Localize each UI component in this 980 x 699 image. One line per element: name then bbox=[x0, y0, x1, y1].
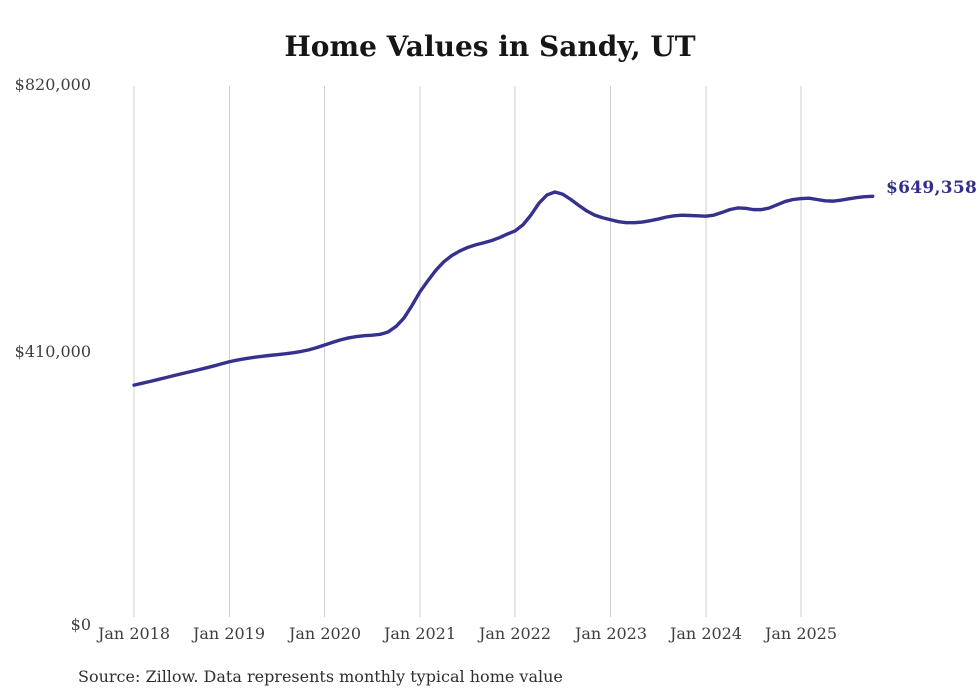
x-axis-tick-jan-2020: Jan 2020 bbox=[288, 624, 362, 643]
latest-value-label: $649,358 bbox=[886, 178, 978, 198]
x-axis-tick-jan-2022: Jan 2022 bbox=[478, 624, 552, 643]
x-axis-tick-jan-2023: Jan 2023 bbox=[574, 624, 648, 643]
x-axis-tick-jan-2019: Jan 2019 bbox=[192, 624, 266, 643]
home-value-trend-line bbox=[132, 190, 875, 387]
x-axis-tick-jan-2018: Jan 2018 bbox=[97, 624, 171, 643]
y-axis-tick-410000: $410,000 bbox=[14, 342, 91, 361]
x-axis-tick-jan-2024: Jan 2024 bbox=[669, 624, 743, 643]
page-title: Home Values in Sandy, UT bbox=[284, 30, 696, 63]
x-axis-tick-jan-2021: Jan 2021 bbox=[383, 624, 457, 643]
y-axis-tick-820000: $820,000 bbox=[14, 75, 91, 94]
vertical-gridlines bbox=[133, 86, 802, 617]
source-attribution: Source: Zillow. Data represents monthly … bbox=[78, 667, 563, 686]
x-axis-tick-jan-2025: Jan 2025 bbox=[764, 624, 838, 643]
y-axis-tick-0: $0 bbox=[70, 615, 91, 634]
